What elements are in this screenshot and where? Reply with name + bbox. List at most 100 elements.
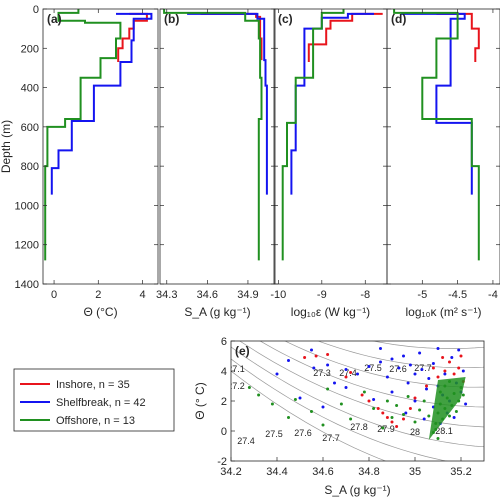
inshore-point: [381, 411, 385, 415]
inshore-point: [452, 372, 456, 376]
offshore-profile-line: [44, 9, 122, 261]
offshore-point: [418, 408, 422, 412]
inshore-point: [459, 354, 463, 358]
shelfbreak-point: [379, 360, 382, 364]
shelfbreak-point: [372, 398, 376, 401]
offshore-profile-line: [163, 9, 263, 261]
shelfbreak-profile-line: [290, 12, 374, 195]
legend-label: Shelfbreak, n = 42: [56, 397, 146, 409]
inshore-point: [436, 375, 440, 379]
offshore-point: [270, 402, 274, 406]
contour-label: 27.3: [313, 368, 331, 378]
offshore-profile-line: [281, 9, 345, 261]
offshore-point: [427, 414, 431, 418]
shelfbreak-profile-line: [50, 12, 153, 195]
inshore-point: [385, 416, 389, 419]
x-tick-label: -4: [488, 289, 498, 301]
isopycnal-contour: [317, 341, 484, 369]
shelfbreak-point: [321, 405, 325, 409]
x-tick-label: 35: [409, 466, 421, 478]
inshore-profile-line: [436, 12, 480, 62]
y-tick-label: 1000: [15, 200, 39, 212]
shelfbreak-point: [422, 417, 426, 421]
offshore-point: [454, 410, 458, 413]
inshore-profile-line: [307, 12, 383, 62]
inshore-point: [448, 360, 451, 364]
offshore-point: [310, 410, 313, 413]
shelfbreak-profile-line: [187, 12, 268, 195]
inshore-point: [360, 393, 364, 397]
offshore-point: [436, 437, 440, 440]
shelfbreak-point: [450, 356, 454, 359]
shelfbreak-point: [457, 348, 461, 352]
offshore-point: [362, 390, 366, 394]
shelfbreak-point: [443, 372, 447, 376]
inshore-point: [367, 399, 371, 403]
y-tick-label: 200: [21, 43, 39, 55]
y-tick-label: -2: [217, 456, 227, 468]
panel-letter: (c): [278, 12, 293, 26]
axes-frame: [386, 8, 500, 285]
y-tick-label: 0: [221, 426, 227, 438]
x-tick-label: 35.2: [450, 466, 471, 478]
contour-label: 28.1: [435, 426, 453, 436]
y-tick-label: 1200: [15, 240, 39, 252]
offshore-point: [448, 414, 451, 418]
inshore-profile-line: [117, 12, 148, 62]
panel-letter: (d): [391, 12, 406, 26]
inshore-point: [425, 384, 428, 388]
inshore-point: [390, 420, 394, 424]
shelfbreak-point: [461, 369, 465, 373]
isopycnal-contour: [231, 370, 387, 461]
contour-label: 27.4: [339, 368, 357, 378]
x-tick-label: 0: [51, 289, 57, 301]
y-tick-label: 6: [221, 336, 227, 348]
x-axis-label: Θ (°C): [83, 305, 117, 319]
shelfbreak-point: [404, 411, 408, 415]
shelfbreak-profile-line: [401, 12, 473, 195]
shelfbreak-point: [275, 372, 279, 376]
inshore-point: [326, 353, 330, 356]
isopycnal-contour: [185, 216, 500, 276]
x-tick-label: -10: [270, 289, 286, 301]
shelfbreak-point: [298, 396, 302, 400]
y-tick-label: 800: [21, 161, 39, 173]
contour-label: 27.9: [377, 424, 395, 434]
contour-label: 27.1: [227, 364, 245, 374]
offshore-point: [402, 413, 405, 416]
shelfbreak-point: [431, 362, 435, 365]
panel-letter: (a): [47, 12, 62, 26]
shelfbreak-point: [397, 366, 401, 370]
contour-label: 27.5: [364, 363, 382, 373]
density-contours: 27.127.227.327.427.527.627.727.427.527.6…: [185, 216, 500, 461]
inshore-point: [376, 407, 380, 410]
panel-letter: (b): [164, 12, 179, 26]
x-axis-label: S_A (g kg⁻¹): [184, 305, 250, 319]
x-axis-label: log₁₀κ (m² s⁻¹): [405, 305, 481, 319]
contour-label: 27.6: [294, 428, 312, 438]
y-tick-label: 1400: [15, 279, 39, 291]
offshore-dense-region: [428, 377, 466, 440]
contour-label: 27.8: [350, 422, 368, 432]
offshore-point: [349, 417, 353, 421]
inshore-point: [314, 354, 318, 358]
offshore-point: [247, 386, 251, 389]
offshore-cluster: [428, 377, 466, 440]
y-axis-label: Depth (m): [0, 120, 13, 173]
x-tick-label: 2: [95, 289, 101, 301]
contour-label: 27.5: [265, 429, 283, 439]
shelfbreak-point: [413, 372, 417, 376]
inshore-point: [441, 356, 445, 359]
shelfbreak-point: [420, 368, 424, 371]
offshore-point: [372, 407, 376, 410]
axes-frame: [159, 8, 276, 285]
offshore-point: [381, 426, 385, 430]
panel-c: -10 -9 -8 (c) log₁₀ε (W kg⁻¹): [270, 8, 388, 319]
x-tick-label: 34.9: [237, 289, 258, 301]
inshore-point: [303, 356, 307, 359]
shelfbreak-point: [413, 399, 417, 403]
inshore-point: [395, 425, 399, 428]
y-tick-label: 4: [221, 366, 227, 378]
isopycnal-contour: [231, 346, 484, 448]
